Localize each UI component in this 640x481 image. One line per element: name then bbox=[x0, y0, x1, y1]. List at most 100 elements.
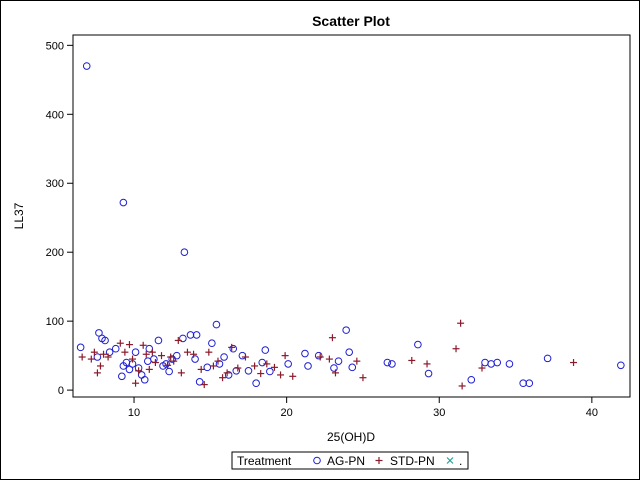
data-point bbox=[116, 339, 124, 347]
data-point bbox=[252, 379, 260, 388]
data-point bbox=[76, 343, 85, 352]
data-point bbox=[190, 350, 198, 358]
data-point bbox=[180, 248, 189, 256]
data-point bbox=[258, 358, 267, 367]
x-tick-label: 20 bbox=[281, 407, 293, 419]
data-point bbox=[505, 360, 514, 368]
data-point bbox=[570, 359, 578, 367]
data-point bbox=[214, 357, 222, 365]
data-point bbox=[219, 374, 227, 382]
data-point bbox=[154, 336, 163, 345]
data-point bbox=[150, 355, 158, 363]
data-point bbox=[148, 348, 156, 356]
data-point bbox=[139, 341, 147, 349]
data-point bbox=[467, 375, 476, 384]
data-point bbox=[143, 357, 152, 365]
data-points bbox=[76, 62, 625, 390]
data-point bbox=[316, 353, 324, 361]
data-point bbox=[457, 319, 465, 327]
data-point bbox=[224, 371, 233, 379]
data-point bbox=[87, 355, 95, 363]
data-point bbox=[330, 364, 338, 372]
data-point bbox=[93, 369, 101, 377]
data-point bbox=[101, 336, 109, 345]
data-point bbox=[617, 361, 625, 370]
x-axis-label: 25(OH)D bbox=[327, 430, 375, 444]
legend-entry-label: AG-PN bbox=[327, 454, 365, 468]
data-point bbox=[289, 372, 297, 380]
data-point bbox=[270, 363, 278, 371]
data-point bbox=[209, 362, 217, 370]
legend-title: Treatment bbox=[237, 454, 292, 468]
data-point bbox=[266, 367, 274, 376]
data-point bbox=[212, 320, 221, 329]
data-point bbox=[284, 360, 292, 368]
y-tick-label: 0 bbox=[58, 385, 64, 397]
data-point bbox=[119, 198, 128, 207]
y-tick-label: 100 bbox=[46, 316, 64, 328]
data-point bbox=[263, 360, 271, 368]
data-point bbox=[105, 348, 114, 356]
x-tick-label: 10 bbox=[128, 407, 140, 419]
data-point bbox=[170, 357, 178, 365]
chart-title: Scatter Plot bbox=[312, 13, 390, 29]
data-point bbox=[208, 339, 216, 348]
data-point bbox=[135, 367, 143, 375]
data-point bbox=[244, 366, 253, 375]
y-tick-label: 400 bbox=[46, 109, 64, 121]
data-point bbox=[129, 355, 137, 363]
data-point bbox=[100, 350, 108, 358]
data-point bbox=[177, 369, 185, 377]
data-point bbox=[205, 348, 213, 356]
x-axis: 10 20 30 40 bbox=[128, 397, 598, 419]
data-point bbox=[334, 357, 343, 365]
legend-entry-label: . bbox=[459, 454, 462, 468]
data-point bbox=[345, 348, 354, 356]
data-point bbox=[241, 353, 249, 361]
data-point bbox=[342, 326, 350, 334]
legend-entries: AG-PN STD-PN. bbox=[313, 454, 462, 468]
data-point bbox=[82, 62, 91, 70]
y-tick-label: 300 bbox=[46, 178, 64, 190]
data-point bbox=[359, 374, 367, 382]
data-point bbox=[458, 382, 466, 390]
legend-marker bbox=[446, 457, 454, 464]
data-point bbox=[328, 334, 336, 342]
data-point bbox=[493, 358, 502, 367]
data-point bbox=[137, 371, 146, 379]
data-point bbox=[111, 344, 120, 353]
data-point bbox=[223, 369, 231, 377]
legend-box bbox=[231, 451, 469, 470]
data-point bbox=[145, 344, 154, 353]
plot-area bbox=[72, 34, 631, 398]
data-point bbox=[125, 341, 133, 349]
data-point bbox=[167, 353, 175, 361]
data-point bbox=[414, 340, 422, 349]
data-point bbox=[172, 351, 181, 360]
data-point bbox=[220, 353, 228, 361]
data-point bbox=[487, 360, 495, 368]
data-point bbox=[165, 367, 173, 376]
data-point bbox=[388, 360, 396, 368]
data-point bbox=[353, 357, 361, 365]
data-point bbox=[158, 352, 166, 360]
data-point bbox=[251, 362, 259, 370]
data-point bbox=[301, 349, 309, 358]
data-point bbox=[197, 365, 205, 373]
data-point bbox=[132, 379, 140, 387]
data-point bbox=[238, 351, 247, 360]
data-point bbox=[195, 378, 204, 386]
data-point bbox=[203, 363, 212, 372]
data-point bbox=[142, 350, 150, 358]
data-point bbox=[192, 331, 201, 339]
data-point bbox=[314, 351, 323, 360]
data-point bbox=[452, 345, 460, 353]
legend: Treatment AG-PN STD-PN. bbox=[231, 451, 469, 470]
data-point bbox=[277, 371, 285, 379]
data-point bbox=[140, 375, 149, 384]
data-point bbox=[191, 355, 199, 363]
data-point bbox=[331, 369, 339, 377]
data-point bbox=[304, 362, 312, 370]
